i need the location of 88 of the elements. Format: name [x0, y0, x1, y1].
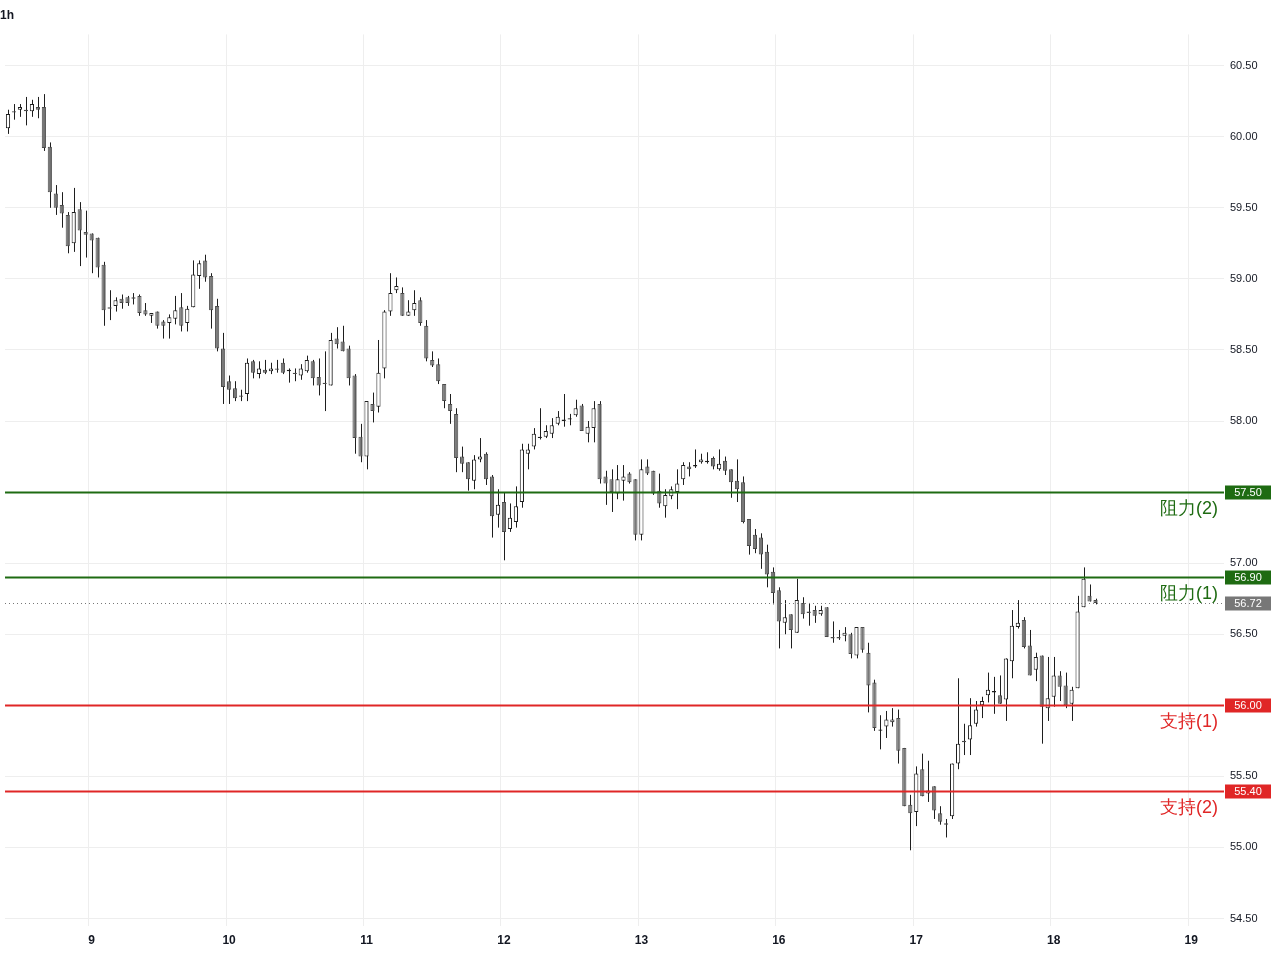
candlestick — [860, 626, 865, 654]
candlestick — [956, 677, 961, 770]
candlestick — [310, 359, 315, 386]
x-tick-label: 12 — [497, 933, 511, 948]
text: 56.90 — [1234, 570, 1262, 583]
y-tick-label: 58.50 — [1230, 342, 1258, 355]
y-tick-label: 57.00 — [1230, 556, 1258, 569]
candlestick — [418, 296, 423, 327]
text: 56.00 — [1234, 698, 1262, 711]
candlestick — [591, 400, 596, 443]
y-tick-label: 60.00 — [1230, 129, 1258, 142]
text: 56.72 — [1234, 596, 1262, 609]
candlestick — [848, 632, 853, 659]
candlestick — [77, 201, 82, 267]
candlestick — [495, 488, 501, 529]
x-tick-label: 19 — [1184, 933, 1199, 948]
ref-line-label: 支持(2) — [1160, 797, 1218, 818]
x-tick-label: 9 — [88, 933, 96, 948]
y-tick-label: 54.50 — [1230, 911, 1258, 924]
candlestick — [340, 325, 345, 352]
candlestick — [412, 289, 417, 317]
candlestick — [232, 380, 238, 402]
candlestick — [549, 417, 554, 439]
x-tick-label: 18 — [1047, 933, 1061, 948]
candlestick — [1033, 652, 1038, 682]
candlestick — [471, 454, 477, 490]
candlestick — [621, 464, 626, 502]
candlestick — [179, 292, 184, 332]
candlestick — [758, 532, 763, 570]
candlestick — [997, 674, 1003, 705]
candlestick — [1051, 656, 1056, 708]
candlestick — [137, 294, 142, 317]
candlestick — [764, 544, 769, 588]
ref-line-label: 阻力(2) — [1160, 498, 1218, 519]
candlestick — [938, 805, 943, 826]
y-tick-label: 56.50 — [1230, 627, 1258, 640]
candlestick — [442, 383, 447, 409]
y-tick-label: 58.00 — [1230, 414, 1258, 427]
x-tick-label: 11 — [360, 933, 374, 948]
y-tick-label: 59.00 — [1230, 271, 1258, 284]
candlestick — [483, 451, 489, 486]
candlestick — [436, 357, 441, 385]
candlestick — [507, 502, 513, 533]
candlestick — [358, 423, 363, 463]
candlestick — [448, 393, 453, 425]
candlestick — [460, 446, 465, 473]
x-tick-label: 17 — [909, 933, 924, 948]
candlestick — [1057, 670, 1062, 702]
candlestick — [83, 210, 88, 259]
candlestick — [1063, 672, 1068, 709]
candlestick — [728, 468, 734, 499]
candlestick — [513, 485, 518, 529]
candlestick — [579, 403, 584, 432]
candlestick — [663, 488, 668, 519]
y-tick-label: 55.50 — [1230, 769, 1258, 782]
y-tick-label: 60.50 — [1230, 58, 1258, 71]
candlestick — [388, 272, 393, 317]
candlestick — [400, 286, 405, 317]
candlestick — [615, 464, 620, 500]
candlestick — [35, 96, 40, 119]
candlestick — [197, 259, 202, 290]
candlestick — [173, 295, 178, 325]
candlestick — [370, 392, 375, 423]
candlestick — [89, 232, 94, 274]
text: 55.40 — [1234, 784, 1262, 797]
candlestick — [167, 313, 172, 340]
candlestick — [250, 359, 256, 379]
candlestick — [884, 710, 889, 739]
candlestick — [466, 461, 471, 492]
candlestick — [531, 427, 536, 450]
ref-line-label: 阻力(1) — [1160, 583, 1218, 604]
text: 57.50 — [1234, 485, 1262, 498]
chart-title: 1h — [0, 7, 15, 22]
candlestick — [788, 613, 793, 649]
candlestick — [603, 470, 608, 506]
x-tick-label: 10 — [222, 933, 237, 948]
candlestick — [203, 254, 208, 283]
x-tick-label: 13 — [634, 933, 649, 948]
candlestick — [525, 443, 530, 470]
x-tick-label: 16 — [772, 933, 786, 948]
candlestick — [782, 599, 787, 635]
candlestick — [585, 420, 590, 443]
ref-line-label: 支持(1) — [1160, 711, 1218, 732]
y-tick-label: 55.00 — [1230, 840, 1258, 853]
candlestick — [227, 375, 232, 405]
y-tick-label: 59.50 — [1230, 200, 1258, 213]
candlestick — [722, 456, 728, 476]
candlestick — [609, 468, 614, 513]
